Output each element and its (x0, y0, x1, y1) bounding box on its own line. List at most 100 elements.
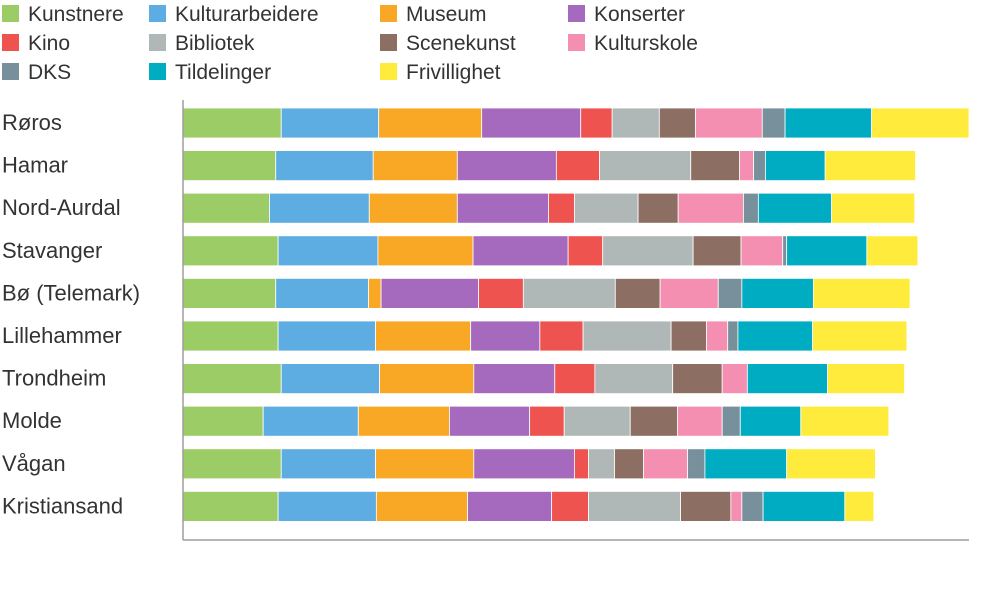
bar-segment-hamar-kunstnere (182, 150, 277, 182)
bar-segment-hamar-kulturskole (739, 150, 755, 182)
legend-swatch-kulturarbeidere (149, 5, 166, 22)
bar-segment-stavanger-bibliotek (602, 235, 694, 267)
bar-segment-nord-aurdal-bibliotek (574, 192, 639, 224)
legend-item-konserter: Konserter (568, 3, 685, 26)
bar-row-hamar (182, 150, 916, 182)
legend-item-museum: Museum (380, 3, 487, 26)
bar-segment-hamar-frivillighet (824, 150, 916, 182)
bar-segment-vagan-tildelinger (704, 448, 788, 480)
bar-segment-trondheim-kulturarbeidere (280, 363, 380, 395)
legend-label-kino: Kino (28, 32, 70, 55)
bar-segment-trondheim-frivillighet (827, 363, 905, 395)
bar-segment-vagan-scenekunst (614, 448, 644, 480)
legend-item-scenekunst: Scenekunst (380, 32, 516, 55)
bar-segment-kristiansand-tildelinger (762, 490, 846, 522)
bar-segment-lillehammer-kulturarbeidere (277, 320, 376, 352)
bar-segment-lillehammer-kunstnere (182, 320, 279, 352)
legend-swatch-konserter (568, 5, 585, 22)
bar-segment-nord-aurdal-kino (548, 192, 575, 224)
bar-segment-kristiansand-bibliotek (588, 490, 681, 522)
legend: Kunstnere Kulturarbeidere Museum Konserter K… (2, 3, 698, 84)
bar-segment-bo-telemark-kulturskole (659, 277, 719, 309)
legend-swatch-tildelinger (149, 63, 166, 80)
bar-segment-bo-telemark-museum (368, 277, 382, 309)
legend-label-dks: DKS (28, 61, 71, 84)
bar-segment-trondheim-kino (554, 363, 596, 395)
bar-segment-lillehammer-tildelinger (737, 320, 813, 352)
legend-item-kulturarbeidere: Kulturarbeidere (149, 3, 319, 26)
legend-label-konserter: Konserter (594, 3, 685, 26)
legend-swatch-frivillighet (380, 63, 397, 80)
bar-segment-molde-frivillighet (800, 405, 890, 437)
bar-segment-roros-kulturskole (695, 107, 763, 139)
legend-swatch-dks (2, 63, 19, 80)
legend-swatch-scenekunst (380, 34, 397, 51)
bar-segment-vagan-kino (574, 448, 589, 480)
bar-segment-vagan-kulturskole (643, 448, 689, 480)
bar-segment-roros-konserter (481, 107, 582, 139)
bar-segment-stavanger-kunstnere (182, 235, 279, 267)
bar-segment-roros-bibliotek (611, 107, 660, 139)
bar-segment-nord-aurdal-kunstnere (182, 192, 270, 224)
bar-segment-kristiansand-kulturarbeidere (277, 490, 377, 522)
bar-segment-hamar-kino (555, 150, 600, 182)
bar-segment-roros-frivillighet (871, 107, 970, 139)
bar-segment-hamar-museum (372, 150, 458, 182)
bar-segment-stavanger-tildelinger (786, 235, 868, 267)
bar-segment-hamar-kulturarbeidere (275, 150, 374, 182)
legend-item-dks: DKS (2, 61, 71, 84)
bar-segment-hamar-tildelinger (765, 150, 826, 182)
bar-segment-bo-telemark-konserter (380, 277, 479, 309)
bar-segment-molde-kulturarbeidere (262, 405, 359, 437)
bar-segment-trondheim-tildelinger (746, 363, 828, 395)
bar-row-kristiansand (182, 490, 875, 522)
bar-segment-kristiansand-museum (375, 490, 468, 522)
bar-segment-stavanger-museum (377, 235, 474, 267)
bar-segment-trondheim-kulturskole (721, 363, 748, 395)
bar-segment-molde-tildelinger (739, 405, 802, 437)
legend-swatch-kunstnere (2, 5, 19, 22)
bar-segment-stavanger-konserter (472, 235, 569, 267)
legend-label-frivillighet: Frivillighet (406, 61, 501, 84)
legend-item-kino: Kino (2, 32, 70, 55)
bar-segment-vagan-frivillighet (786, 448, 876, 480)
bar-segment-kristiansand-kunstnere (182, 490, 279, 522)
legend-label-bibliotek: Bibliotek (175, 32, 255, 55)
bar-segment-nord-aurdal-frivillighet (831, 192, 916, 224)
bar-segment-hamar-konserter (456, 150, 557, 182)
bar-segment-stavanger-kulturskole (740, 235, 784, 267)
bar-row-trondheim (182, 363, 905, 395)
bar-segment-hamar-bibliotek (599, 150, 692, 182)
legend-label-kunstnere: Kunstnere (28, 3, 124, 26)
bar-segment-roros-scenekunst (658, 107, 696, 139)
category-label-trondheim: Trondheim (2, 366, 106, 391)
bar-segment-bo-telemark-dks (717, 277, 743, 309)
legend-swatch-kulturskole (568, 34, 585, 51)
bar-segment-lillehammer-kino (539, 320, 584, 352)
legend-item-bibliotek: Bibliotek (149, 32, 255, 55)
bar-segment-molde-dks (721, 405, 741, 437)
bar-segment-trondheim-bibliotek (594, 363, 674, 395)
bar-segment-vagan-museum (375, 448, 475, 480)
bar-segment-nord-aurdal-tildelinger (757, 192, 832, 224)
bar-segment-vagan-konserter (473, 448, 575, 480)
category-label-hamar: Hamar (2, 153, 68, 178)
bar-segment-bo-telemark-scenekunst (614, 277, 661, 309)
bar-segment-kristiansand-dks (741, 490, 764, 522)
bar-segment-bo-telemark-tildelinger (741, 277, 814, 309)
bar-segment-nord-aurdal-scenekunst (637, 192, 679, 224)
bar-segment-lillehammer-konserter (470, 320, 541, 352)
bar-segment-lillehammer-kulturskole (706, 320, 729, 352)
bar-segment-stavanger-scenekunst (692, 235, 742, 267)
bar-segment-hamar-dks (753, 150, 766, 182)
bar-segment-molde-scenekunst (629, 405, 678, 437)
bar-segment-kristiansand-konserter (467, 490, 553, 522)
bar-segment-stavanger-kulturarbeidere (277, 235, 379, 267)
bar-segment-stavanger-dks (782, 235, 788, 267)
legend-item-kunstnere: Kunstnere (2, 3, 124, 26)
bar-segment-lillehammer-scenekunst (670, 320, 707, 352)
bar-segment-roros-tildelinger (784, 107, 872, 139)
bar-row-vagan (182, 448, 876, 480)
bar-segment-nord-aurdal-museum (368, 192, 458, 224)
bar-segment-roros-museum (378, 107, 483, 139)
